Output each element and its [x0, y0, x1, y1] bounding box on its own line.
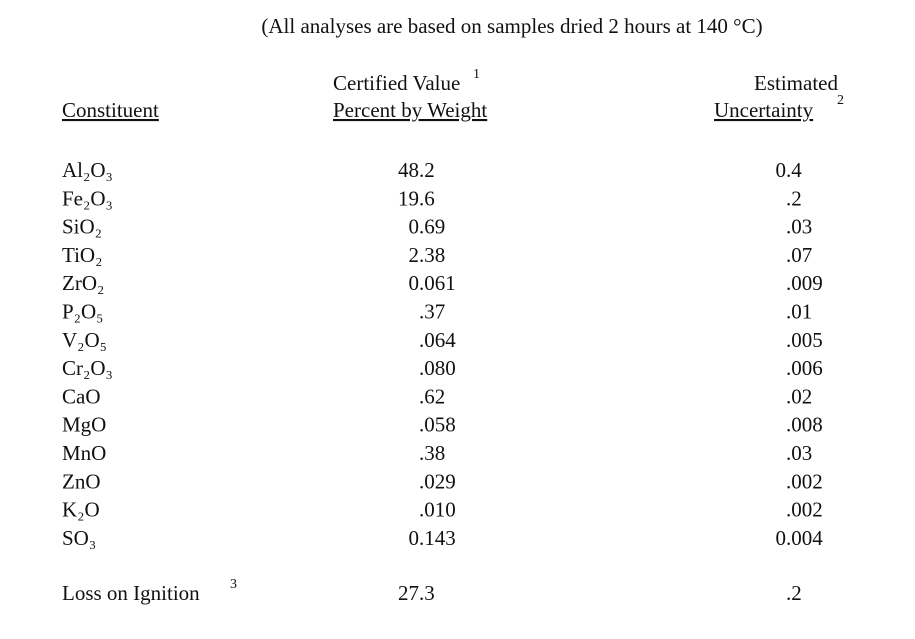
table-cell: .005	[786, 328, 823, 352]
row-label: SiO₂	[62, 215, 102, 239]
table-cell: .01	[786, 300, 812, 324]
table-cell: 19.6	[398, 186, 435, 210]
table-cell: 0.4	[776, 158, 803, 182]
table-cell: .03	[786, 441, 812, 465]
table-cell: .029	[419, 469, 456, 493]
table-cell: .008	[786, 413, 823, 437]
table-cell: 48.2	[398, 158, 435, 182]
table-cell: .009	[786, 271, 823, 295]
footnote-marker: 2	[837, 93, 844, 108]
row-label: P₂O₅	[62, 300, 104, 324]
header-text: Percent by Weight	[333, 98, 487, 122]
row-label: CaO	[62, 384, 101, 408]
table-cell: .010	[419, 498, 456, 522]
row-label: ZrO₂	[62, 271, 104, 295]
title: (All analyses are based on samples dried…	[261, 14, 762, 38]
table-cell: 2.38	[409, 243, 446, 267]
table-cell: .2	[786, 186, 802, 210]
table-cell: .006	[786, 356, 823, 380]
table-cell: .03	[786, 215, 812, 239]
footnote-marker: 3	[230, 577, 237, 592]
row-label: ZnO	[62, 469, 101, 493]
row-label: Cr₂O₃	[62, 356, 113, 380]
table-cell: 27.3	[398, 581, 435, 605]
table-cell: 0.004	[776, 526, 824, 550]
table-cell: .2	[786, 581, 802, 605]
table-cell: .02	[786, 384, 812, 408]
table-cell: 0.061	[409, 271, 456, 295]
row-label: Fe₂O₃	[62, 186, 113, 210]
table-cell: .058	[419, 413, 456, 437]
table-cell: .38	[419, 441, 445, 465]
footnote-marker: 1	[473, 67, 480, 82]
row-label: SO₃	[62, 526, 96, 550]
row-label: MgO	[62, 413, 106, 437]
header-text: Estimated	[754, 71, 838, 95]
table-cell: .080	[419, 356, 456, 380]
header-text: Certified Value	[333, 71, 460, 95]
table-cell: .002	[786, 498, 823, 522]
table-cell: .37	[419, 300, 445, 324]
table-cell: .064	[419, 328, 456, 352]
row-label: K₂O	[62, 498, 100, 522]
header-text: Uncertainty	[714, 98, 814, 122]
table-cell: .002	[786, 469, 823, 493]
table-cell: 0.143	[409, 526, 456, 550]
table-cell: 0.69	[409, 215, 446, 239]
row-label: MnO	[62, 441, 106, 465]
row-label: Al₂O₃	[62, 158, 113, 182]
table-cell: .62	[419, 384, 445, 408]
row-label: V₂O₅	[62, 328, 107, 352]
row-label: TiO₂	[62, 243, 102, 267]
header-text: Constituent	[62, 98, 159, 122]
table-cell: .07	[786, 243, 812, 267]
row-label: Loss on Ignition	[62, 581, 200, 605]
